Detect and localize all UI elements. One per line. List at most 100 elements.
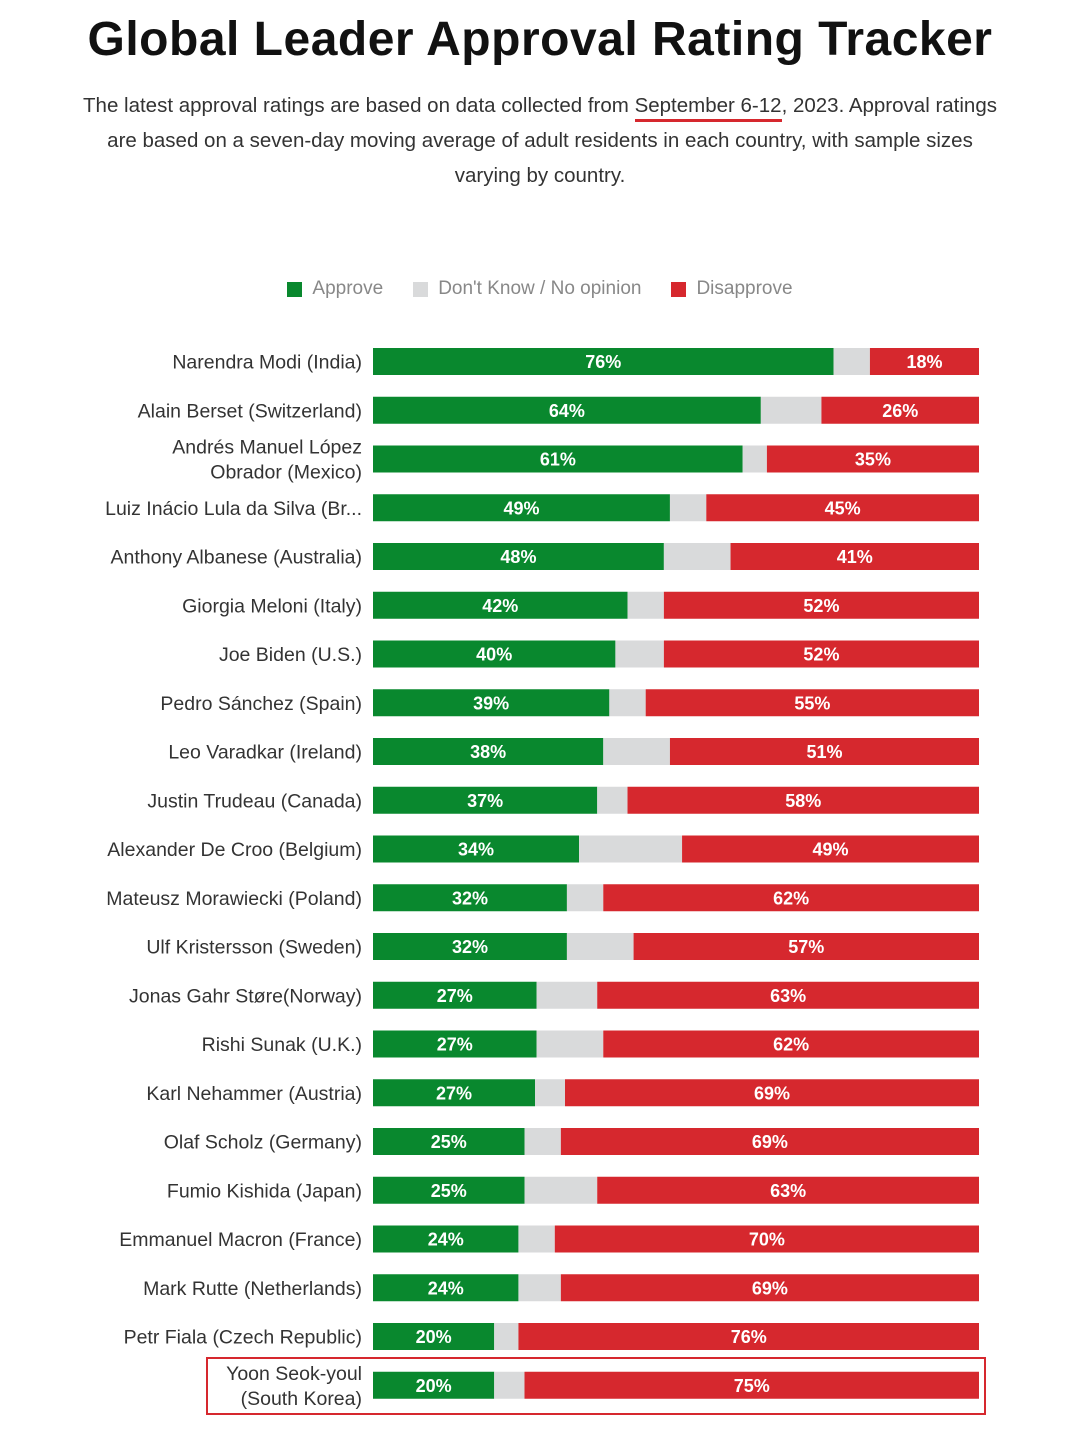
bar-segment-dont-know xyxy=(518,1225,555,1253)
category-label: Anthony Albanese (Australia) xyxy=(111,547,362,569)
bar-segment-approve xyxy=(373,1079,535,1107)
bar-segment-dont-know xyxy=(609,689,646,717)
data-label-approve: 49% xyxy=(503,498,539,518)
bar-segment-disapprove xyxy=(603,1030,979,1058)
bar-segment-approve xyxy=(373,445,743,473)
bar-segment-dont-know xyxy=(597,786,628,814)
category-label: Narendra Modi (India) xyxy=(172,352,362,374)
data-label-disapprove: 55% xyxy=(794,693,830,713)
category-label: Jonas Gahr Støre(Norway) xyxy=(129,985,362,1007)
category-label-line: Mark Rutte (Netherlands) xyxy=(143,1278,362,1300)
data-label-disapprove: 52% xyxy=(803,596,839,616)
data-label-approve: 40% xyxy=(476,645,512,665)
bar-row-petr-fiala-czech-republic: Petr Fiala (Czech Republic) 20% 76% xyxy=(124,1323,979,1350)
bar-segment-approve xyxy=(373,1030,537,1058)
category-label-line: Luiz Inácio Lula da Silva (Br... xyxy=(105,498,362,520)
category-label: Fumio Kishida (Japan) xyxy=(167,1180,362,1202)
bar-segment-dont-know xyxy=(524,1176,598,1204)
data-label-disapprove: 41% xyxy=(837,547,873,567)
bar-row-mateusz-morawiecki-poland: Mateusz Morawiecki (Poland) 32% 62% xyxy=(106,884,979,912)
data-label-approve: 32% xyxy=(452,937,488,957)
category-label: Petr Fiala (Czech Republic) xyxy=(124,1327,362,1349)
data-label-disapprove: 62% xyxy=(773,1035,809,1055)
bar-row-giorgia-meloni-italy: Giorgia Meloni (Italy) 42% 52% xyxy=(182,591,979,619)
bar-segment-approve xyxy=(373,640,616,668)
category-label-line: Justin Trudeau (Canada) xyxy=(147,790,362,812)
data-label-approve: 37% xyxy=(467,791,503,811)
bar-segment-disapprove xyxy=(565,1079,979,1107)
data-label-disapprove: 69% xyxy=(752,1132,788,1152)
data-label-approve: 27% xyxy=(436,1083,472,1103)
data-label-disapprove: 49% xyxy=(813,840,849,860)
bar-segment-disapprove xyxy=(869,348,979,375)
bar-segment-disapprove xyxy=(518,1323,979,1350)
bar-row-alain-berset-switzerland: Alain Berset (Switzerland) 64% 26% xyxy=(138,396,979,424)
legend-swatch-dont-know xyxy=(413,281,429,297)
legend-label-dont-know: Don't Know / No opinion xyxy=(438,278,642,299)
category-label: Justin Trudeau (Canada) xyxy=(147,790,362,812)
bar-row-karl-nehammer-austria: Karl Nehammer (Austria) 27% 69% xyxy=(146,1079,979,1107)
bar-segment-approve xyxy=(373,933,567,960)
category-label: Joe Biden (U.S.) xyxy=(219,644,362,666)
bar-segment-disapprove xyxy=(821,396,979,424)
data-label-approve: 42% xyxy=(482,596,518,616)
bar-row-justin-trudeau-canada: Justin Trudeau (Canada) 37% 58% xyxy=(147,786,979,814)
bar-segment-disapprove xyxy=(706,494,979,522)
bar-row-leo-varadkar-ireland: Leo Varadkar (Ireland) 38% 51% xyxy=(168,738,979,765)
data-label-disapprove: 76% xyxy=(731,1327,767,1347)
category-label: Pedro Sánchez (Spain) xyxy=(160,693,362,715)
bar-row-mark-rutte-netherlands: Mark Rutte (Netherlands) 24% 69% xyxy=(143,1274,979,1302)
category-label: Ulf Kristersson (Sweden) xyxy=(146,937,362,959)
data-label-disapprove: 69% xyxy=(754,1083,790,1103)
category-label-line: Karl Nehammer (Austria) xyxy=(146,1083,362,1105)
bar-segment-disapprove xyxy=(597,981,979,1009)
bar-segment-dont-know xyxy=(760,396,822,424)
data-label-approve: 48% xyxy=(500,547,536,567)
category-label-line: Alexander De Croo (Belgium) xyxy=(107,839,362,861)
bar-segment-dont-know xyxy=(566,884,604,912)
data-label-approve: 24% xyxy=(428,1278,464,1298)
category-label-line: Andrés Manuel López xyxy=(172,437,362,459)
bar-row-alexander-de-croo-belgium: Alexander De Croo (Belgium) 34% 49% xyxy=(107,835,979,863)
category-label: Leo Varadkar (Ireland) xyxy=(168,742,362,764)
data-label-approve: 27% xyxy=(437,986,473,1006)
data-label-approve: 61% xyxy=(540,450,576,470)
category-label: Olaf Scholz (Germany) xyxy=(164,1132,362,1154)
category-label-line: Ulf Kristersson (Sweden) xyxy=(146,937,362,959)
category-label-line: Yoon Seok-youl xyxy=(226,1363,362,1385)
data-label-disapprove: 18% xyxy=(906,352,942,372)
bar-segment-approve xyxy=(373,1225,519,1253)
data-label-approve: 27% xyxy=(437,1035,473,1055)
chart-subtitle: The latest approval ratings are based on… xyxy=(80,88,1000,193)
bar-segment-dont-know xyxy=(536,1030,604,1058)
legend-item-disapprove: Disapprove xyxy=(671,278,793,300)
data-label-approve: 20% xyxy=(416,1327,452,1347)
category-label-line: Rishi Sunak (U.K.) xyxy=(202,1034,362,1056)
bar-segment-approve xyxy=(373,543,664,570)
bar-segment-approve xyxy=(373,835,580,863)
category-label: Karl Nehammer (Austria) xyxy=(146,1083,362,1105)
data-label-disapprove: 70% xyxy=(749,1230,785,1250)
bar-segment-disapprove xyxy=(554,1225,979,1253)
data-label-approve: 76% xyxy=(585,352,621,372)
bar-segment-approve xyxy=(373,1128,525,1155)
data-label-approve: 24% xyxy=(428,1230,464,1250)
category-label-line: Olaf Scholz (Germany) xyxy=(164,1132,362,1154)
category-label: Andrés Manuel López Obrador (Mexico) xyxy=(172,437,362,484)
bar-row-jonas-gahr-st-re-norway: Jonas Gahr Støre(Norway) 27% 63% xyxy=(129,981,979,1009)
bar-row-yoon-seok-youl-south-korea: Yoon Seok-youl (South Korea) 20% 75% xyxy=(226,1363,979,1410)
bar-row-anthony-albanese-australia: Anthony Albanese (Australia) 48% 41% xyxy=(111,543,979,570)
data-label-disapprove: 35% xyxy=(855,450,891,470)
bar-segment-approve xyxy=(373,1274,519,1302)
bar-segment-dont-know xyxy=(494,1371,525,1399)
data-label-disapprove: 45% xyxy=(825,498,861,518)
bar-segment-disapprove xyxy=(663,591,979,619)
bar-segment-disapprove xyxy=(627,786,979,814)
category-label: Mateusz Morawiecki (Poland) xyxy=(106,888,362,910)
bar-segment-dont-know xyxy=(663,543,731,570)
bar-row-olaf-scholz-germany: Olaf Scholz (Germany) 25% 69% xyxy=(164,1128,979,1155)
bar-segment-dont-know xyxy=(535,1079,565,1107)
data-label-approve: 39% xyxy=(473,693,509,713)
bar-row-joe-biden-u-s: Joe Biden (U.S.) 40% 52% xyxy=(219,640,979,668)
bar-segment-approve xyxy=(373,738,604,765)
